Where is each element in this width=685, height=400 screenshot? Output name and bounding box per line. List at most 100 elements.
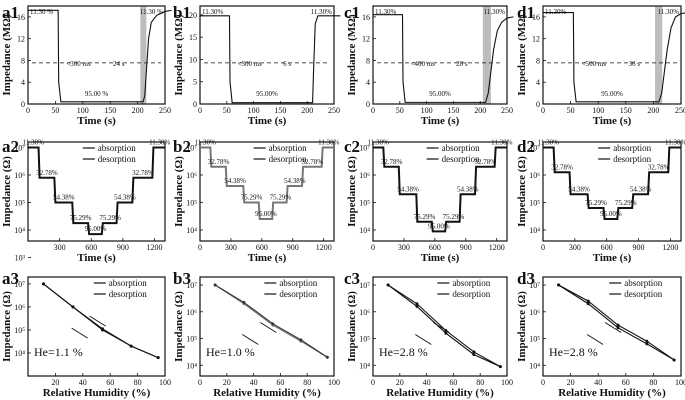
level-label: 75.29%	[70, 214, 92, 222]
data-point	[213, 283, 217, 287]
series-line-s0	[200, 15, 341, 104]
y-tick-label: 10	[189, 55, 197, 64]
panel-label-b3: b3	[173, 269, 191, 288]
panel-label-b1: b1	[173, 3, 191, 22]
level-label: 95.00%	[85, 225, 107, 233]
series-line-s0	[373, 14, 514, 103]
x-tick-label: 60	[106, 378, 114, 387]
x-tick-label: 0	[371, 106, 375, 115]
legend-desorption: desorption	[109, 289, 147, 299]
x-tick-label: 200	[301, 106, 313, 115]
x-tick-label: 900	[117, 243, 129, 252]
x-tick-label: 250	[675, 106, 685, 115]
level-label: 11.30%	[538, 139, 559, 147]
label-start-humidity: 11.30%	[375, 8, 396, 16]
level-label: 11.30%	[23, 139, 44, 147]
y-tick-label: 10⁴	[529, 226, 540, 235]
panel-a2: a2 300 600 900 1200 10³ 10⁴ 10⁵ 10⁶ 10⁷ Time (s) Im…	[1, 137, 171, 264]
data-point	[415, 302, 419, 306]
arrow-desorption	[415, 334, 432, 345]
x-tick-label: 60	[449, 378, 457, 387]
y-tick-label: 12	[362, 35, 370, 44]
y-axis-label: Impedance (MΩ)	[516, 14, 528, 96]
label-high-humidity: 95.00%	[256, 90, 278, 98]
arrow-absorption	[260, 322, 277, 333]
axes-frame	[542, 276, 682, 377]
level-label: 11.30%	[318, 139, 339, 147]
x-tick-label: 50	[51, 106, 59, 115]
axes-frame	[27, 5, 166, 105]
axes-frame	[199, 141, 335, 242]
x-axis-label: Relative Humidity (%)	[386, 387, 494, 399]
level-label: 75.29%	[99, 214, 121, 222]
axes-frame	[372, 5, 508, 105]
x-tick-label: 250	[159, 106, 171, 115]
y-tick-label: 20	[189, 11, 197, 20]
y-axis-label: Impedance (Ω)	[516, 156, 528, 227]
data-point	[299, 338, 303, 342]
y-tick-label: 8	[21, 56, 25, 65]
x-tick-label: 0	[371, 378, 375, 387]
panel-label-c2: c2	[344, 137, 360, 156]
data-point	[557, 283, 561, 287]
x-tick-label: 900	[460, 243, 472, 252]
recovery-time-label: 36 s	[629, 60, 641, 68]
series-line-s0	[543, 146, 681, 220]
y-tick-label: 0	[21, 100, 25, 109]
legend-desorption: desorption	[269, 154, 307, 164]
response-time-label: <300 ms	[238, 60, 263, 68]
y-tick-label: 10⁶	[359, 308, 370, 317]
x-tick-label: 0	[541, 106, 545, 115]
x-tick-label: 80	[476, 378, 484, 387]
legend-absorption: absorption	[109, 278, 147, 288]
x-axis-label: Time (s)	[77, 115, 116, 127]
x-tick-label: 600	[429, 243, 441, 252]
panel-label-a2: a2	[2, 137, 19, 156]
y-tick-label: 10⁵	[186, 335, 197, 344]
panel-b1: b1 0 50 100 150 200 250 0 5 10 15 20 Time (s) Impedan…	[173, 3, 341, 127]
axes-frame	[199, 276, 335, 377]
recovery-shade	[482, 6, 491, 104]
y-tick-label: 10³	[15, 254, 26, 263]
y-tick-label: 15	[189, 33, 197, 42]
data-point	[129, 344, 133, 348]
level-label: 11.30%	[149, 139, 170, 147]
x-axis-label: Time (s)	[77, 252, 116, 264]
x-tick-label: 80	[649, 378, 657, 387]
series-line-s0	[200, 146, 334, 220]
y-tick-label: 10⁷	[529, 144, 540, 153]
x-axis-label: Time (s)	[421, 115, 460, 127]
x-tick-label: 80	[134, 378, 142, 387]
level-label: 32.78%	[475, 158, 497, 166]
x-axis-label: Relative Humidity (%)	[213, 387, 321, 399]
label-end-humidity: 11.30%	[484, 8, 505, 16]
data-point	[616, 326, 620, 330]
label-end-humidity: 11.30%	[311, 8, 332, 16]
y-axis-label: Impedance (MΩ)	[346, 14, 358, 96]
series-line-s0	[28, 146, 165, 236]
level-label: 11.30%	[665, 139, 685, 147]
data-point	[444, 331, 448, 335]
legend-desorption: desorption	[98, 154, 136, 164]
x-axis-label: Time (s)	[421, 252, 460, 264]
series-line-s0	[543, 11, 685, 103]
x-tick-label: 20	[223, 378, 231, 387]
level-label: 11.30%	[194, 139, 215, 147]
x-tick-label: 1200	[489, 243, 505, 252]
arrow-absorption	[604, 322, 622, 333]
x-tick-label: 600	[85, 243, 97, 252]
y-axis-label: Impedance (MΩ)	[1, 14, 13, 96]
x-tick-label: 1200	[146, 243, 162, 252]
panel-d3: d3 0 20 40 60 80 100 10⁴ 10⁵ 10⁶ 10⁷ Relative Humid…	[516, 269, 685, 399]
y-axis-label: Impedance (Ω)	[1, 156, 13, 227]
x-tick-label: 0	[541, 378, 545, 387]
x-tick-label: 150	[104, 106, 116, 115]
y-tick-label: 10⁵	[529, 335, 540, 344]
x-tick-label: 300	[398, 243, 410, 252]
x-tick-label: 50	[396, 106, 404, 115]
label-high-humidity: 95.00 %	[85, 90, 109, 98]
panel-b2: b2 0 300 600 900 1200 10⁴ 10⁵ 10⁶ 10⁷ Time (s) Impe…	[173, 137, 340, 264]
x-tick-label: 40	[79, 378, 87, 387]
hysteresis-label: He=2.8 %	[549, 345, 598, 359]
y-tick-label: 10⁷	[359, 281, 370, 290]
